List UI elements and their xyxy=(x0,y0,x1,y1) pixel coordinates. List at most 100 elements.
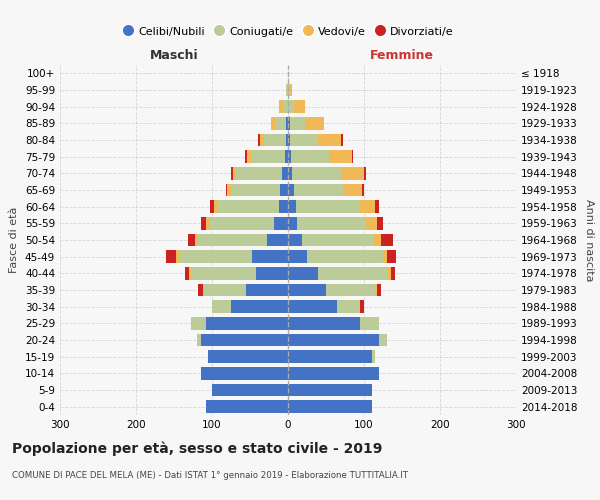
Bar xyxy=(360,317,379,330)
Bar xyxy=(202,217,206,230)
Bar xyxy=(288,267,319,280)
Bar xyxy=(376,284,377,296)
Bar xyxy=(288,100,294,113)
Bar xyxy=(377,217,383,230)
Bar xyxy=(360,300,364,313)
Bar xyxy=(288,117,290,130)
Bar xyxy=(326,284,376,296)
Bar xyxy=(212,300,231,313)
Bar xyxy=(227,184,231,196)
Bar xyxy=(246,284,288,296)
Bar xyxy=(329,150,352,163)
Bar xyxy=(231,184,280,196)
Bar xyxy=(290,117,305,130)
Bar xyxy=(362,184,364,196)
Bar xyxy=(231,300,288,313)
Bar xyxy=(275,117,286,130)
Bar xyxy=(379,334,387,346)
Bar xyxy=(206,317,288,330)
Text: Popolazione per età, sesso e stato civile - 2019: Popolazione per età, sesso e stato civil… xyxy=(12,441,382,456)
Bar xyxy=(288,284,326,296)
Bar xyxy=(343,184,362,196)
Bar xyxy=(189,267,191,280)
Bar xyxy=(288,200,296,213)
Bar xyxy=(191,317,192,330)
Bar xyxy=(166,250,176,263)
Bar xyxy=(286,134,288,146)
Bar xyxy=(286,84,288,96)
Bar xyxy=(290,134,319,146)
Bar xyxy=(200,367,288,380)
Bar xyxy=(274,217,288,230)
Bar xyxy=(288,400,371,413)
Bar xyxy=(286,117,288,130)
Bar xyxy=(391,267,395,280)
Bar xyxy=(247,150,251,163)
Bar xyxy=(382,234,393,246)
Y-axis label: Anni di nascita: Anni di nascita xyxy=(584,198,594,281)
Bar xyxy=(288,350,371,363)
Bar xyxy=(236,167,282,179)
Bar xyxy=(288,317,360,330)
Bar xyxy=(305,117,324,130)
Text: Femmine: Femmine xyxy=(370,48,434,62)
Legend: Celibi/Nubili, Coniugati/e, Vedovi/e, Divorziati/e: Celibi/Nubili, Coniugati/e, Vedovi/e, Di… xyxy=(118,22,458,41)
Bar xyxy=(191,267,256,280)
Bar xyxy=(176,250,179,263)
Bar xyxy=(233,167,236,179)
Bar xyxy=(288,367,379,380)
Bar xyxy=(288,167,292,179)
Bar xyxy=(341,167,364,179)
Bar xyxy=(288,217,297,230)
Bar xyxy=(377,284,381,296)
Bar xyxy=(279,100,283,113)
Bar xyxy=(279,200,288,213)
Bar xyxy=(203,284,205,296)
Bar xyxy=(383,250,387,263)
Bar xyxy=(271,117,275,130)
Bar xyxy=(371,350,376,363)
Bar xyxy=(294,184,343,196)
Bar xyxy=(374,234,382,246)
Bar xyxy=(319,267,387,280)
Bar xyxy=(226,184,227,196)
Bar xyxy=(319,134,341,146)
Bar xyxy=(337,300,360,313)
Bar xyxy=(294,100,305,113)
Bar xyxy=(267,234,288,246)
Bar xyxy=(291,150,329,163)
Bar xyxy=(290,84,292,96)
Bar xyxy=(192,317,206,330)
Bar xyxy=(364,167,365,179)
Bar xyxy=(205,284,246,296)
Bar xyxy=(288,234,302,246)
Bar xyxy=(341,134,343,146)
Bar xyxy=(214,200,218,213)
Bar xyxy=(288,250,307,263)
Bar xyxy=(376,200,379,213)
Bar xyxy=(280,184,288,196)
Bar xyxy=(185,267,189,280)
Bar xyxy=(288,84,290,96)
Bar xyxy=(292,167,341,179)
Bar xyxy=(256,267,288,280)
Bar xyxy=(211,200,214,213)
Text: Maschi: Maschi xyxy=(149,48,199,62)
Bar xyxy=(212,384,288,396)
Bar xyxy=(231,167,233,179)
Bar xyxy=(263,134,286,146)
Bar xyxy=(288,150,291,163)
Bar xyxy=(282,167,288,179)
Bar xyxy=(283,100,288,113)
Bar xyxy=(197,334,200,346)
Bar xyxy=(288,300,337,313)
Bar xyxy=(208,350,288,363)
Bar xyxy=(387,267,391,280)
Bar xyxy=(360,200,376,213)
Bar xyxy=(302,234,374,246)
Bar xyxy=(259,134,260,146)
Bar xyxy=(307,250,383,263)
Bar xyxy=(200,334,288,346)
Bar xyxy=(194,234,199,246)
Bar xyxy=(365,217,377,230)
